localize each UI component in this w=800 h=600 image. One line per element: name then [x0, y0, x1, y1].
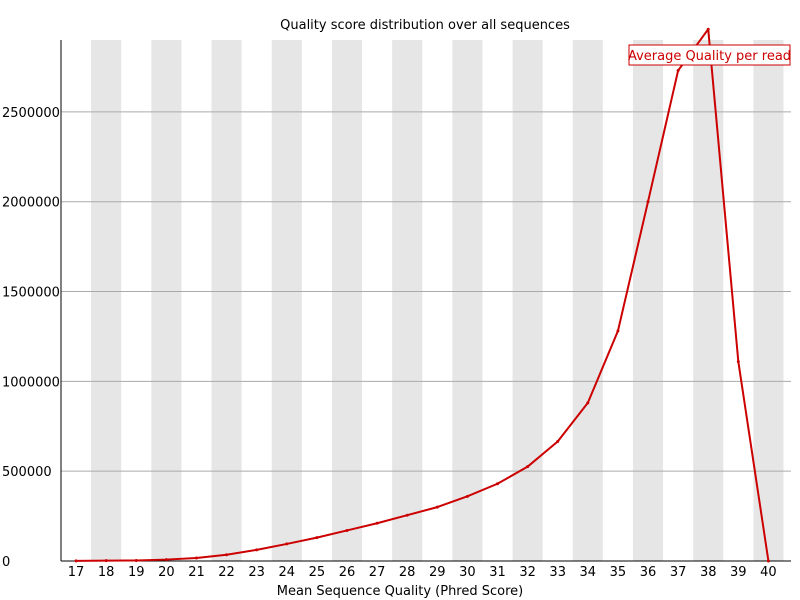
x-tick-label: 20	[158, 565, 175, 580]
x-tick-label: 33	[549, 565, 566, 580]
y-axis-ticks: 0 500000 1000000 1500000 2000000 2500000	[2, 106, 60, 570]
y-tick-label: 0	[2, 555, 10, 570]
background-band	[151, 40, 182, 561]
series-line	[76, 28, 770, 562]
data-point	[104, 559, 108, 563]
background-band	[452, 40, 483, 561]
data-point	[556, 440, 560, 444]
data-point	[345, 528, 349, 532]
series-group	[74, 27, 770, 563]
y-tick-label: 2000000	[2, 196, 60, 211]
data-point	[285, 542, 289, 546]
data-point	[134, 558, 138, 562]
data-point	[766, 559, 770, 563]
data-point	[676, 69, 680, 73]
x-tick-label: 26	[339, 565, 356, 580]
background-band	[753, 40, 784, 561]
data-point	[194, 556, 198, 560]
x-tick-label: 34	[580, 565, 597, 580]
data-point	[435, 505, 439, 509]
x-tick-label: 30	[459, 565, 476, 580]
data-point	[375, 521, 379, 525]
x-tick-label: 36	[640, 565, 657, 580]
x-tick-label: 19	[128, 565, 145, 580]
y-tick-label: 1500000	[2, 286, 60, 301]
data-point	[164, 558, 168, 562]
x-tick-label: 38	[700, 565, 717, 580]
data-point	[315, 536, 319, 540]
data-point	[225, 553, 229, 557]
x-tick-label: 25	[309, 565, 326, 580]
x-tick-label: 27	[369, 565, 386, 580]
x-tick-label: 37	[670, 565, 687, 580]
x-tick-label: 17	[68, 565, 85, 580]
data-point	[495, 482, 499, 486]
background-band	[331, 40, 363, 561]
legend: Average Quality per read	[628, 44, 791, 66]
data-point	[736, 360, 740, 364]
chart-title: Quality score distribution over all sequ…	[280, 18, 570, 33]
x-tick-label: 18	[98, 565, 115, 580]
y-tick-label: 2500000	[2, 106, 60, 121]
data-point	[706, 27, 710, 31]
legend-box	[628, 44, 791, 66]
horizontal-gridlines	[61, 111, 791, 472]
background-band	[271, 40, 302, 561]
x-tick-label: 39	[730, 565, 747, 580]
x-tick-label: 31	[489, 565, 506, 580]
x-tick-label: 40	[760, 565, 777, 580]
background-band	[693, 40, 724, 561]
background-band	[632, 40, 664, 561]
background-band	[91, 40, 122, 561]
x-tick-label: 29	[429, 565, 446, 580]
data-point	[465, 494, 469, 498]
background-band	[572, 40, 603, 561]
data-point	[526, 465, 530, 469]
background-band	[211, 40, 242, 561]
x-tick-label: 24	[278, 565, 295, 580]
x-tick-label: 22	[218, 565, 235, 580]
background-band	[392, 40, 423, 561]
x-tick-label: 28	[399, 565, 416, 580]
data-point	[646, 200, 650, 204]
x-tick-label: 32	[519, 565, 536, 580]
data-point	[74, 559, 78, 563]
data-point	[586, 401, 590, 405]
background-bands	[91, 40, 784, 561]
y-tick-label: 500000	[2, 465, 52, 480]
x-tick-label: 35	[610, 565, 627, 580]
x-axis-ticks: 17 18 19 20 21 22 23 24 25 26 27 28 29 30 31 32 33 34 35 36…	[68, 565, 777, 580]
x-axis-label: Mean Sequence Quality (Phred Score)	[277, 584, 523, 599]
data-point	[405, 513, 409, 517]
x-tick-label: 23	[248, 565, 265, 580]
axes	[60, 40, 791, 562]
data-point	[616, 329, 620, 333]
x-tick-label: 21	[188, 565, 205, 580]
legend-label: Average Quality per read	[628, 49, 791, 64]
data-point	[255, 548, 259, 552]
background-band	[512, 40, 543, 561]
y-tick-label: 1000000	[2, 375, 60, 390]
